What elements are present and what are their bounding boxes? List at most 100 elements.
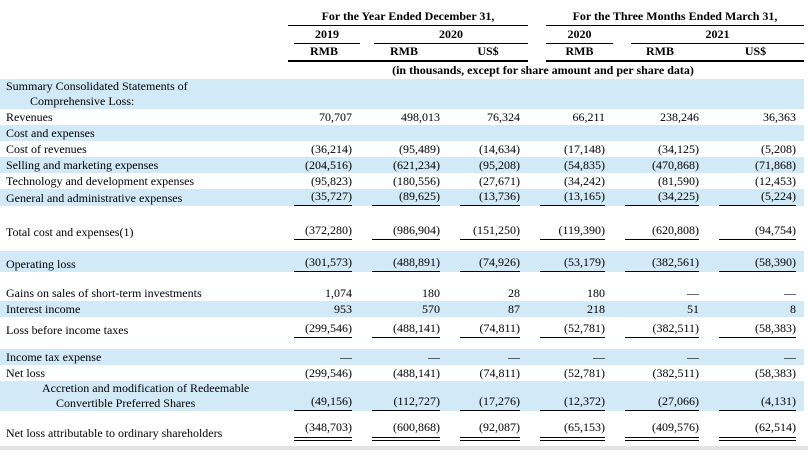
row-label: Cost and expenses [6,126,95,140]
cell-value: (27,671) [479,174,520,188]
cell-value: (4,131) [707,381,804,411]
row-label: Interest income [6,302,81,316]
cell-value: 238,246 [660,110,699,124]
period-label: 2021 [705,27,730,41]
currency-col-2: RMB [360,44,448,62]
row-label: Total cost and expenses(1) [6,225,134,239]
currency-label: US$ [477,44,499,58]
cell-value: 8 [790,302,796,316]
row-label: Loss before income taxes [6,323,129,337]
cell-value: (35,727) [282,189,360,206]
cell-value: (34,125) [658,142,699,156]
header-group-row: For the Year Ended December 31, For the … [0,8,804,26]
cell-value: (301,573) [282,251,360,272]
currency-col-1: RMB [282,44,360,62]
cell-value: (62,514) [707,420,804,441]
cell-value: 70,707 [319,110,352,124]
cell-value: (382,511) [613,317,707,338]
cell-value: (58,390) [707,251,804,272]
currency-label: RMB [646,44,674,58]
row-income-tax-expense: Income tax expense — — — — — — [0,349,804,365]
currency-label: RMB [310,44,338,58]
cell-value: (36,214) [311,142,352,156]
row-general-administrative: General and administrative expenses (35,… [0,189,804,206]
cell-value: 218 [587,302,605,316]
cell-value: (299,546) [282,317,360,338]
cell-value: (409,576) [613,420,707,441]
cell-value: (74,811) [479,366,520,380]
cell-value: (17,148) [564,142,605,156]
row-total-cost-expenses: Total cost and expenses(1) (372,280) (98… [0,219,804,240]
cell-value: 36,363 [763,110,796,124]
comprehensive-loss-table: For the Year Ended December 31, For the … [0,8,804,441]
units-note-row: (in thousands, except for share amount a… [0,62,804,79]
header-group-year: For the Year Ended December 31, [282,8,528,26]
cell-value: 570 [422,302,440,316]
header-currency-row: RMB RMB US$ RMB RMB US$ [0,44,804,62]
cell-value: 180 [422,286,440,300]
cell-value: — [687,286,699,300]
cell-value: (58,383) [707,317,804,338]
next-row-edge [0,446,808,450]
section-title-line2: Comprehensive Loss: [30,94,135,108]
row-technology-development: Technology and development expenses (95,… [0,173,804,189]
period-label: 2020 [439,27,463,41]
cell-value: (180,556) [393,174,440,188]
currency-col-6: US$ [707,44,804,62]
cell-value: — [593,350,605,364]
header-period-2021-quarter: 2021 [613,26,804,44]
cell-value: (382,511) [652,366,699,380]
currency-label: RMB [390,44,418,58]
cell-value: — [340,350,352,364]
cell-value: (620,808) [613,219,707,240]
cell-value: (54,835) [564,158,605,172]
spacer [0,206,804,219]
cell-value: (12,372) [528,381,613,411]
cell-value: (52,781) [528,317,613,338]
cell-value: 76,324 [487,110,520,124]
cell-value: (13,165) [528,189,613,206]
spacer [0,338,804,349]
cell-value: — [687,350,699,364]
row-selling-marketing: Selling and marketing expenses (204,516)… [0,157,804,173]
cell-value: — [508,350,520,364]
row-section-title: Summary Consolidated Statements of Compr… [0,79,804,109]
row-gains-short-term-investments: Gains on sales of short-term investments… [0,285,804,301]
header-period-row: 2019 2020 2020 2021 [0,26,804,44]
cell-value: 66,211 [572,110,605,124]
header-period-2020-quarter: 2020 [528,26,613,44]
row-net-loss-attributable: Net loss attributable to ordinary shareh… [0,420,804,441]
cell-value: 498,013 [401,110,440,124]
cell-value: (89,625) [360,189,448,206]
spacer [0,411,804,420]
cell-value: (621,234) [393,158,440,172]
cell-value: — [784,286,796,300]
period-label: 2020 [567,27,592,41]
cell-value: (5,224) [707,189,804,206]
cell-value: (372,280) [282,219,360,240]
row-label: General and administrative expenses [6,191,183,205]
currency-label: US$ [744,44,767,58]
currency-col-5: RMB [613,44,707,62]
cell-value: (27,066) [613,381,707,411]
cell-value: 28 [508,286,520,300]
cell-value: (58,383) [755,366,796,380]
cell-value: (74,926) [448,251,528,272]
header-period-2019: 2019 [282,26,360,44]
cell-value: (119,390) [528,219,613,240]
row-interest-income: Interest income 953 570 87 218 51 8 [0,301,804,317]
period-label: 2019 [315,27,339,41]
row-label: Cost of revenues [6,142,87,156]
cell-value: (49,156) [282,381,360,411]
accretion-line2: Convertible Preferred Shares [56,396,196,410]
cell-value: (65,153) [528,420,613,441]
cell-value: — [784,350,796,364]
cell-value: (52,781) [564,366,605,380]
section-title: Summary Consolidated Statements of Compr… [0,79,282,109]
spacer [0,272,804,285]
cell-value: (14,634) [479,142,520,156]
cell-value: (92,087) [448,420,528,441]
row-cost-of-revenues: Cost of revenues (36,214) (95,489) (14,6… [0,141,804,157]
cell-value: (95,208) [479,158,520,172]
cell-value: — [428,350,440,364]
